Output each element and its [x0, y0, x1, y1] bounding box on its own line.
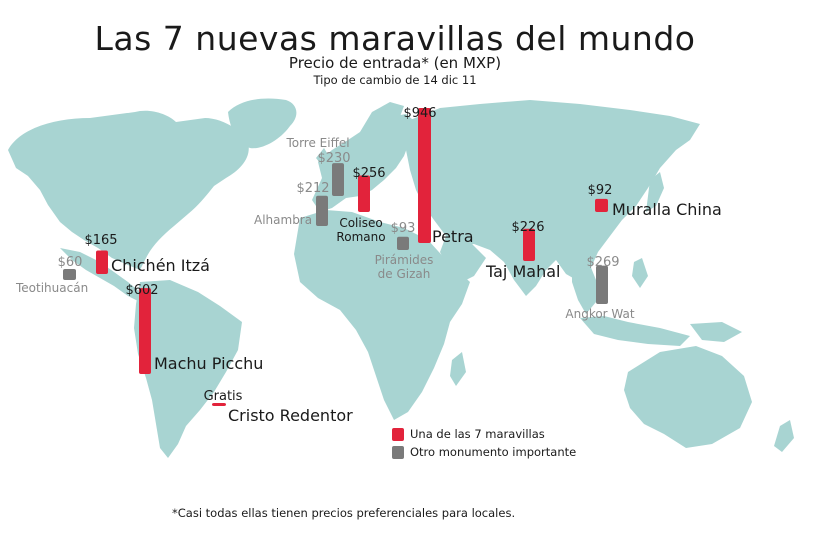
- footnote: *Casi todas ellas tienen precios prefere…: [172, 506, 516, 520]
- land-south-america: [134, 280, 242, 458]
- name-label-angkor-wat: Angkor Wat: [565, 307, 634, 321]
- bar-angkor-wat: [596, 265, 608, 304]
- land-greenland: [228, 98, 297, 149]
- name-label-muralla-china: Muralla China: [612, 200, 722, 219]
- name-label-piramides-de-gizah: Pirámides de Gizah: [375, 253, 434, 281]
- value-label-taj-mahal: $226: [511, 220, 544, 235]
- legend-wonder: Una de las 7 maravillas: [392, 427, 545, 441]
- legend-wonder-label: Una de las 7 maravillas: [410, 427, 545, 441]
- bar-muralla-china: [595, 198, 608, 212]
- land-new-zealand: [774, 420, 794, 452]
- bar-piramides-de-gizah: [397, 236, 409, 250]
- bar-chichen-itza: [96, 250, 108, 274]
- price-bars: [63, 108, 608, 406]
- legend-other-swatch: [392, 445, 404, 459]
- name-label-coliseo-romano: Coliseo Romano: [336, 216, 385, 244]
- value-label-cristo-redentor: Gratis: [204, 389, 243, 404]
- name-label-cristo-redentor: Cristo Redentor: [228, 406, 353, 425]
- legend-other-label: Otro monumento importante: [410, 445, 577, 459]
- bar-taj-mahal: [523, 228, 535, 261]
- chart-title: Las 7 nuevas maravillas del mundo: [94, 19, 696, 58]
- value-label-teotihuacan: $60: [58, 255, 83, 270]
- name-label-alhambra: Alhambra: [254, 213, 312, 227]
- exchange-rate-note: Tipo de cambio de 14 dic 11: [313, 73, 477, 87]
- land-indonesia: [580, 316, 690, 346]
- chart-subtitle: Precio de entrada* (en MXP): [288, 54, 502, 72]
- legend-other: Otro monumento importante: [392, 445, 576, 459]
- name-label-chichen-itza: Chichén Itzá: [111, 256, 210, 275]
- bar-coliseo-romano: [358, 175, 370, 212]
- value-label-chichen-itza: $165: [84, 233, 117, 248]
- land-uk: [316, 148, 330, 168]
- bar-torre-eiffel: [332, 163, 344, 196]
- value-label-piramides-de-gizah: $93: [391, 221, 416, 236]
- bar-alhambra: [316, 195, 328, 226]
- value-label-torre-eiffel: $230: [317, 151, 350, 166]
- price-labels: $165 Chichén Itzá $602 Machu Picchu Gratis Cr…: [15, 106, 722, 425]
- land-philippines: [632, 258, 648, 288]
- land-australia: [624, 346, 752, 448]
- land-masses: [8, 98, 794, 458]
- name-label-machu-picchu: Machu Picchu: [154, 354, 263, 373]
- name-label-petra: Petra: [432, 227, 474, 246]
- land-central-america: [60, 248, 146, 302]
- land-japan: [646, 172, 664, 212]
- land-north-america: [8, 110, 249, 270]
- land-asia: [406, 100, 700, 296]
- land-madagascar: [450, 352, 466, 386]
- bar-petra: [418, 108, 431, 243]
- land-cuba: [112, 242, 146, 252]
- land-new-guinea: [690, 322, 742, 342]
- value-label-muralla-china: $92: [588, 183, 613, 198]
- value-label-machu-picchu: $602: [125, 283, 158, 298]
- land-scandinavia: [360, 102, 404, 138]
- value-label-angkor-wat: $269: [586, 255, 619, 270]
- value-label-coliseo-romano: $256: [352, 166, 385, 181]
- legend-wonder-swatch: [392, 427, 404, 441]
- value-label-alhambra: $212: [296, 181, 329, 196]
- bar-machu-picchu: [139, 288, 151, 374]
- bar-teotihuacan: [63, 269, 76, 280]
- bar-cristo-redentor: [212, 403, 226, 406]
- name-label-teotihuacan: Teotihuacán: [15, 281, 88, 295]
- land-africa: [294, 210, 470, 420]
- name-label-torre-eiffel: Torre Eiffel: [285, 136, 349, 150]
- value-label-petra: $946: [403, 106, 436, 121]
- name-label-taj-mahal: Taj Mahal: [485, 262, 560, 281]
- land-indochina: [572, 260, 596, 314]
